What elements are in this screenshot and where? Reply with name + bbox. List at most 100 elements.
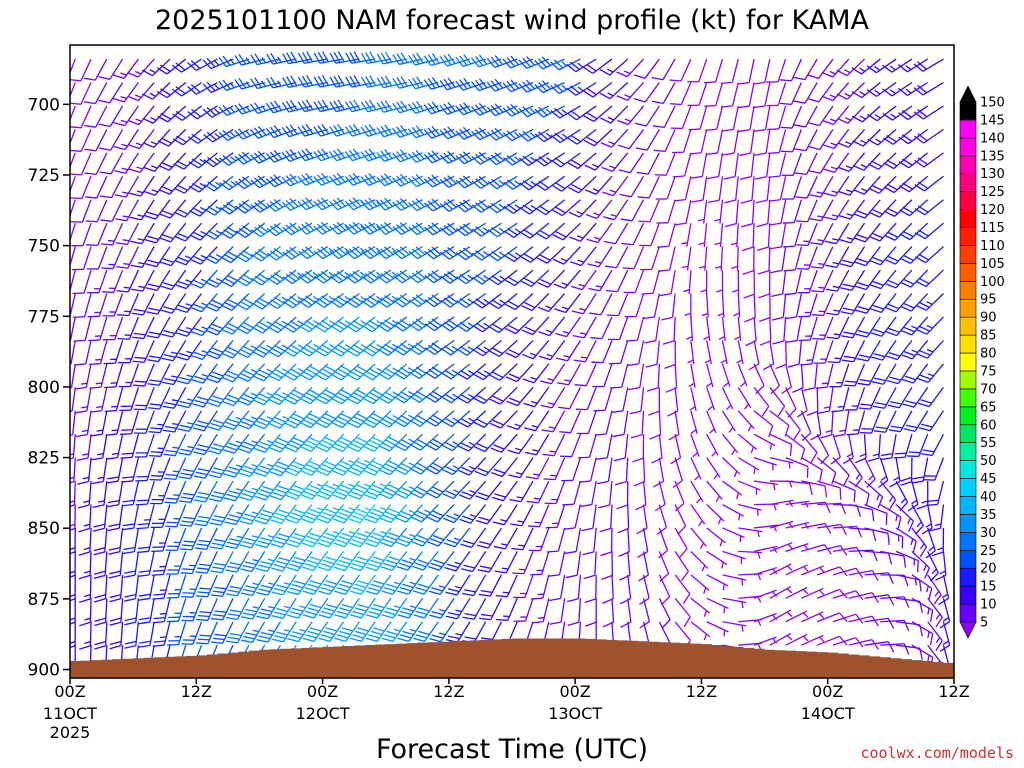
wind-barb [738,480,761,495]
wind-barb [333,551,360,572]
wind-barb [839,246,866,268]
wind-barb [297,246,329,260]
wind-barb [161,316,187,338]
wind-barb [555,316,581,338]
wind-barb [148,410,171,434]
wind-barb [378,363,408,380]
wind-barb [767,105,787,131]
wind-barb [534,128,565,143]
wind-barb [271,621,297,643]
wind-barb [706,480,723,503]
wind-barb [98,58,124,80]
wind-barb [88,340,108,366]
wind-barb [893,433,913,459]
wind-barb [394,433,423,452]
wind-barb [175,293,203,314]
wind-barb [681,223,692,247]
wind-barb [491,480,518,502]
wind-barb [852,128,881,147]
wind-barb [165,527,187,552]
wind-barb [674,480,685,512]
wind-barb [720,340,728,365]
wind-barb [808,129,834,151]
wind-barb [636,152,660,175]
wind-barb [605,269,629,293]
wind-barb [886,340,913,361]
wind-barb [785,610,809,623]
wind-barb [780,129,803,153]
wind-barb [769,542,793,553]
wind-barb [900,457,913,486]
wind-barb [424,292,455,308]
wind-barb [251,269,281,286]
wind-barb [714,223,724,248]
wind-barb [84,129,108,152]
wind-barb [827,340,850,364]
wind-barb [487,175,518,190]
wind-barb [525,457,550,480]
wind-barb [302,597,329,619]
wind-barb [822,105,850,126]
wind-barb [70,129,92,152]
wind-barb [152,598,171,624]
wind-barb [344,123,376,137]
wind-barb [189,199,218,217]
wind-barb [302,574,329,595]
wind-barb [562,480,582,506]
wind-barb [825,246,850,269]
wind-barb [179,480,203,504]
colorbar-cell [959,603,977,623]
wind-barb [766,58,787,83]
wind-barb [456,269,487,285]
wind-barb [313,123,344,137]
wind-barb [829,363,850,388]
wind-barb [701,293,709,318]
wind-barb [526,480,550,504]
wind-barb [771,269,787,298]
wind-barb [236,316,266,335]
wind-barb [240,574,266,597]
wind-barb [739,152,755,180]
wind-barb [770,246,787,274]
wind-barb [175,269,203,290]
wind-barb [117,293,140,317]
wind-barb [592,363,613,388]
wind-barb [753,410,774,438]
wind-barb [581,504,597,532]
wind-barb [143,175,171,196]
wind-barb [131,269,155,292]
wind-barb [831,387,850,413]
wind-barb [138,598,155,625]
x-tick-label: 12Z [181,682,212,701]
wind-barb [706,457,721,480]
wind-barb [223,457,250,478]
wind-barb [70,58,92,82]
wind-barb [364,527,392,548]
wind-barb [219,175,250,191]
wind-barb [108,551,124,579]
wind-barb [381,574,408,595]
wind-barb [166,551,187,575]
wind-barb [585,199,613,220]
wind-barb [316,433,345,453]
wind-barb [779,82,802,106]
colorbar-cell [959,316,977,336]
colorbar-label: 40 [980,490,997,505]
wind-barb [824,199,850,221]
wind-barb [378,386,408,404]
wind-barb [916,481,929,510]
x-tick-label: 00Z [307,682,338,701]
wind-barb [475,504,503,525]
chart-title: 2025101100 NAM forecast wind profile (kt… [155,5,870,36]
wind-barb [722,621,747,632]
wind-barb [282,292,313,309]
wind-barb [801,565,825,576]
wind-barb [220,222,250,239]
wind-barb [899,222,929,241]
wind-barb [99,175,124,199]
wind-barb [622,246,645,270]
wind-barb [869,269,897,290]
wind-barb [238,433,266,454]
wind-barb [721,363,731,388]
wind-barb [409,433,439,451]
